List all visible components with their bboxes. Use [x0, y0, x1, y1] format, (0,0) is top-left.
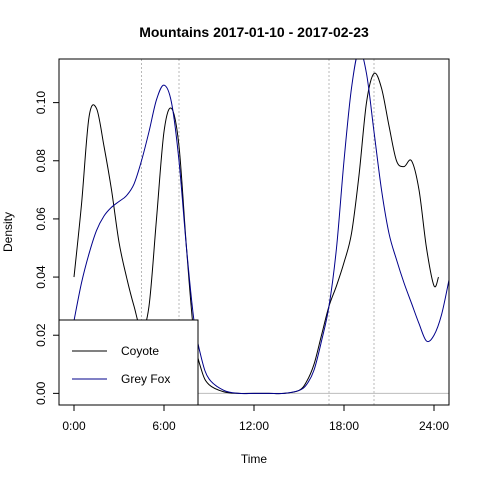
legend: Coyote Grey Fox — [58, 319, 199, 406]
y-tick-label-1: 0.02 — [34, 323, 48, 347]
y-tick-label-3: 0.06 — [34, 207, 48, 231]
x-axis: 0:00 6:00 12:00 18:00 24:00 — [62, 405, 449, 433]
y-tick-label-4: 0.08 — [34, 149, 48, 173]
y-tick-label-5: 0.10 — [34, 91, 48, 115]
x-tick-label-3: 18:00 — [329, 419, 359, 433]
y-tick-label-2: 0.04 — [34, 265, 48, 289]
legend-label-1: Grey Fox — [121, 372, 170, 386]
series-line-grey-fox — [73, 59, 449, 395]
chart-title: Mountains 2017-01-10 - 2017-02-23 — [139, 24, 369, 40]
x-tick-label-4: 24:00 — [419, 419, 449, 433]
legend-label-0: Coyote — [121, 344, 159, 358]
x-tick-label-2: 12:00 — [239, 419, 269, 433]
y-axis: 0.00 0.02 0.04 0.06 0.08 0.10 — [34, 91, 59, 405]
legend-box — [58, 319, 199, 406]
y-tick-label-0: 0.00 — [34, 381, 48, 405]
x-axis-label: Time — [241, 452, 268, 466]
x-tick-label-0: 0:00 — [62, 419, 86, 433]
x-tick-label-1: 6:00 — [152, 419, 176, 433]
y-axis-label: Density — [1, 212, 15, 252]
